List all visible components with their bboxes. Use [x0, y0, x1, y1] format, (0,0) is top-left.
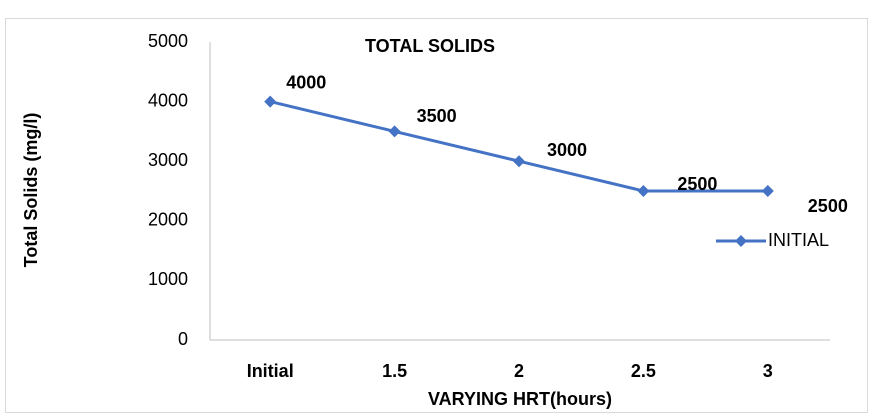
- point-marker: [637, 185, 650, 197]
- x-tick-label: Initial: [247, 361, 294, 381]
- y-tick-label: 4000: [148, 90, 188, 110]
- point-marker: [761, 185, 774, 197]
- y-tick-label: 1000: [148, 269, 188, 289]
- x-tick-label: 2.5: [631, 361, 656, 381]
- chart-title: TOTAL SOLIDS: [365, 36, 495, 56]
- point-marker: [513, 155, 525, 168]
- y-tick-label: 0: [178, 329, 188, 349]
- legend-marker: [735, 235, 747, 247]
- y-tick-label: 5000: [148, 31, 188, 51]
- x-tick-label: 3: [763, 361, 773, 381]
- data-label: 3000: [547, 140, 587, 160]
- point-marker: [264, 95, 277, 108]
- x-axis-label: VARYING HRT(hours): [428, 389, 612, 409]
- data-label: 2500: [808, 196, 848, 216]
- data-label: 2500: [677, 174, 717, 194]
- point-marker: [388, 125, 401, 138]
- y-tick-label: 3000: [148, 150, 188, 170]
- legend-label: INITIAL: [768, 230, 829, 250]
- x-tick-label: 1.5: [382, 361, 407, 381]
- y-axis-label: Total Solids (mg/l): [21, 113, 41, 268]
- data-label: 4000: [286, 72, 326, 92]
- chart-frame: [5, 18, 868, 413]
- x-tick-label: 2: [514, 361, 524, 381]
- data-label: 3500: [417, 106, 457, 126]
- y-tick-label: 2000: [148, 210, 188, 230]
